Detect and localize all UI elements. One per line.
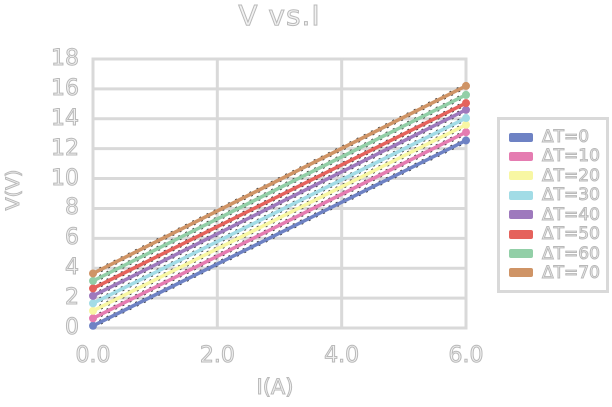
legend-item: ΔT=60: [509, 243, 602, 264]
legend-label: ΔT=10: [542, 146, 601, 167]
data-point: [89, 299, 97, 308]
legend-label: ΔT=30: [542, 185, 601, 206]
x-tick-label: 0.0: [75, 343, 111, 368]
legend-item: ΔT=20: [509, 165, 602, 186]
y-tick-label: 10: [51, 165, 80, 191]
y-tick-label: 12: [51, 135, 80, 161]
data-point: [89, 314, 97, 323]
legend-swatch-icon: [509, 171, 533, 181]
legend-label: ΔT=40: [542, 204, 601, 225]
legend-swatch-icon: [509, 268, 533, 278]
data-point: [462, 99, 470, 108]
y-tick-label: 18: [51, 46, 80, 71]
legend-item: ΔT=30: [509, 185, 602, 206]
legend-label: ΔT=50: [542, 224, 601, 245]
y-tick-label: 8: [65, 195, 80, 221]
legend-item: ΔT=50: [509, 224, 602, 245]
legend-swatch-icon: [509, 151, 533, 161]
legend-item: ΔT=10: [509, 146, 602, 167]
series-line-4: [91, 108, 468, 298]
data-point: [89, 269, 97, 278]
data-point: [462, 81, 470, 90]
legend-item: ΔT=40: [509, 204, 602, 225]
legend: ΔT=0 ΔT=10 ΔT=20 ΔT=30 ΔT=40 ΔT=50 ΔT=60 ΔT=70: [497, 117, 609, 293]
legend-label: ΔT=20: [542, 165, 601, 186]
series-line-7: [91, 84, 468, 276]
data-point: [462, 90, 470, 99]
y-tick-label: 6: [65, 225, 80, 251]
data-point: [89, 284, 97, 293]
data-point: [462, 128, 470, 137]
data-point: [462, 114, 470, 123]
legend-swatch-icon: [509, 190, 533, 200]
y-tick-label: 4: [65, 255, 80, 281]
x-tick-label: 6.0: [448, 343, 484, 368]
legend-item: ΔT=0: [509, 127, 602, 147]
series-line-5: [91, 101, 468, 291]
legend-swatch-icon: [509, 229, 533, 239]
series-line-3: [91, 116, 468, 306]
series-line-6: [91, 93, 468, 283]
chart-title: V vs.I: [238, 0, 321, 32]
data-point: [89, 306, 97, 315]
series-line-2: [91, 123, 468, 313]
y-tick-label: 0: [65, 315, 80, 340]
legend-label: ΔT=70: [542, 262, 601, 283]
data-point: [462, 105, 470, 114]
x-axis-label: I(A): [256, 375, 294, 400]
legend-label: ΔT=60: [542, 243, 601, 264]
series-line-1: [91, 130, 468, 321]
data-point: [89, 291, 97, 300]
legend-label: ΔT=0: [541, 127, 590, 147]
data-point: [89, 276, 97, 285]
data-point: [89, 321, 97, 330]
x-tick-label: 4.0: [324, 343, 360, 368]
legend-swatch-icon: [509, 210, 533, 220]
data-point: [462, 136, 470, 145]
data-point: [462, 120, 470, 129]
y-tick-label: 14: [51, 105, 80, 131]
legend-item: ΔT=70: [509, 262, 602, 283]
x-tick-label: 2.0: [199, 343, 235, 368]
y-tick-label: 16: [51, 75, 80, 101]
y-tick-label: 2: [65, 285, 80, 311]
legend-swatch-icon: [509, 249, 533, 259]
series-line-0: [91, 138, 468, 328]
legend-swatch-icon: [509, 132, 533, 142]
